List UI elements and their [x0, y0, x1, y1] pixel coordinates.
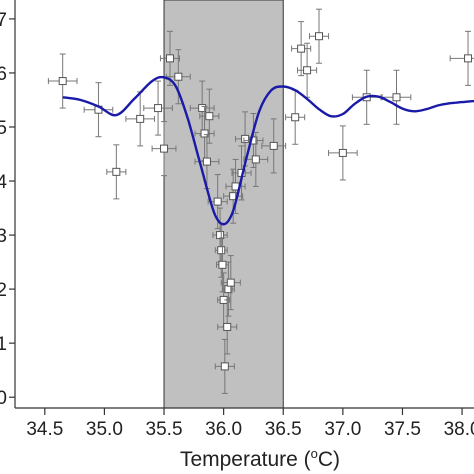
- data-point: [194, 105, 215, 161]
- point-marker: [154, 104, 163, 113]
- x-tick-label: 37.0: [324, 419, 361, 440]
- point-marker: [315, 32, 324, 41]
- axes: [14, 0, 474, 409]
- fit-curve-line: [62, 75, 474, 226]
- x-tick-label: 36.0: [205, 419, 242, 440]
- data-point: [125, 91, 155, 147]
- data-point: [223, 168, 244, 224]
- point-marker: [269, 141, 278, 150]
- point-marker: [200, 129, 209, 138]
- data-point: [214, 338, 235, 394]
- data-points: [47, 8, 474, 394]
- data-point: [328, 125, 358, 181]
- x-tick-label: 35.0: [86, 419, 123, 440]
- x-tick-label: 37.5: [384, 419, 421, 440]
- point-marker: [297, 44, 306, 53]
- ticks: 34.5 35.0 35.5 36.0 36.5 37.0 37.5 38.0 0 1 2 3 4 5 6 7: [0, 10, 474, 440]
- y-tick-label: 2: [0, 280, 7, 301]
- x-axis-label: Temperature (oC): [180, 446, 340, 471]
- data-point: [217, 299, 238, 355]
- data-point: [220, 255, 241, 311]
- point-marker: [338, 148, 347, 157]
- data-point: [285, 89, 306, 145]
- data-point: [47, 53, 78, 109]
- point-marker: [226, 278, 235, 287]
- point-marker: [220, 362, 229, 371]
- y-tick-label: 3: [0, 226, 7, 247]
- point-marker: [291, 113, 300, 122]
- point-marker: [112, 167, 121, 176]
- point-marker: [202, 157, 211, 166]
- data-point: [243, 131, 269, 187]
- data-point: [207, 174, 228, 230]
- data-point: [143, 80, 173, 136]
- y-tick-label: 5: [0, 118, 7, 139]
- point-marker: [198, 104, 207, 113]
- point-marker: [205, 112, 214, 121]
- point-marker: [165, 54, 174, 63]
- data-point: [83, 82, 114, 138]
- y-tick-label: 7: [0, 10, 7, 31]
- point-marker: [218, 260, 227, 269]
- x-tick-label: 35.5: [146, 419, 183, 440]
- point-marker: [251, 155, 260, 164]
- data-point: [151, 121, 177, 177]
- point-marker: [216, 231, 225, 240]
- y-tick-label: 4: [0, 172, 7, 193]
- data-point: [297, 42, 318, 98]
- x-tick-label: 34.5: [26, 419, 63, 440]
- point-marker: [303, 66, 312, 75]
- fit-curve: [62, 75, 474, 226]
- x-tick-label: 36.5: [265, 419, 302, 440]
- data-point: [189, 80, 215, 136]
- point-marker: [213, 197, 222, 206]
- data-point: [308, 8, 330, 64]
- point-marker: [241, 134, 250, 143]
- data-point: [106, 144, 127, 200]
- data-point: [381, 69, 412, 125]
- data-point: [449, 30, 474, 86]
- point-marker: [58, 77, 67, 86]
- shaded-region: [163, 0, 284, 409]
- point-marker: [223, 322, 232, 331]
- point-marker: [217, 246, 226, 255]
- point-marker: [160, 144, 169, 153]
- data-point: [261, 118, 287, 174]
- data-point: [199, 88, 220, 144]
- y-tick-label: 1: [0, 334, 7, 355]
- y-tick-label: 6: [0, 64, 7, 85]
- point-marker: [174, 72, 183, 81]
- data-point: [235, 111, 256, 167]
- data-point: [231, 145, 252, 201]
- shaded-region-rect: [163, 0, 284, 409]
- data-point: [165, 49, 191, 105]
- point-marker: [136, 114, 145, 123]
- x-tick-label: 38.0: [444, 419, 474, 440]
- point-marker: [464, 54, 473, 63]
- y-tick-label: 0: [0, 388, 7, 409]
- point-marker: [392, 93, 401, 102]
